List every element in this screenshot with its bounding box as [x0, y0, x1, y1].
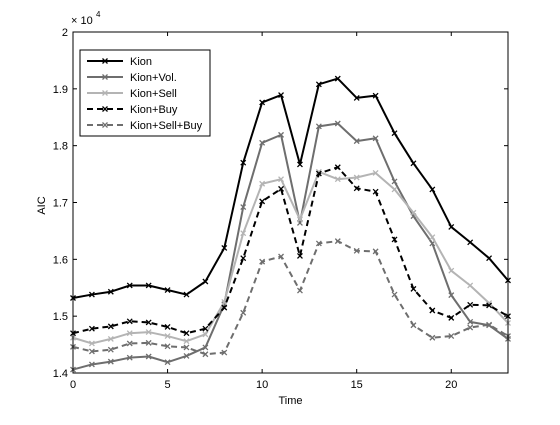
legend-label-1: Kion+Vol. — [130, 72, 177, 84]
x-tick-label: 15 — [351, 379, 363, 391]
legend-label-2: Kion+Sell — [130, 88, 177, 100]
y-tick-label: 1.9 — [53, 84, 68, 96]
x-tick-label: 0 — [70, 379, 76, 391]
x-tick-label: 5 — [165, 379, 171, 391]
legend-label-3: Kion+Buy — [130, 104, 178, 116]
y-tick-label: 1.7 — [53, 198, 68, 210]
legend: Kion Kion+Vol. Kion+Sell Kion+Buy Kion+Sell+… — [80, 50, 210, 136]
legend-label-4: Kion+Sell+Buy — [130, 120, 203, 132]
x-tick-label: 10 — [256, 379, 268, 391]
y-multiplier-exponent: 4 — [96, 10, 101, 19]
y-tick-label: 1.8 — [53, 141, 68, 153]
y-axis-label: AIC — [36, 196, 48, 214]
y-tick-label: 2 — [62, 27, 68, 39]
x-tick-label: 20 — [445, 379, 457, 391]
x-axis-label: Time — [278, 395, 302, 407]
y-tick-label: 1.4 — [53, 368, 68, 380]
y-multiplier-base: × 10 — [71, 15, 93, 27]
legend-label-0: Kion — [130, 56, 152, 68]
y-tick-label: 1.5 — [53, 311, 68, 323]
y-tick-label: 1.6 — [53, 254, 68, 266]
